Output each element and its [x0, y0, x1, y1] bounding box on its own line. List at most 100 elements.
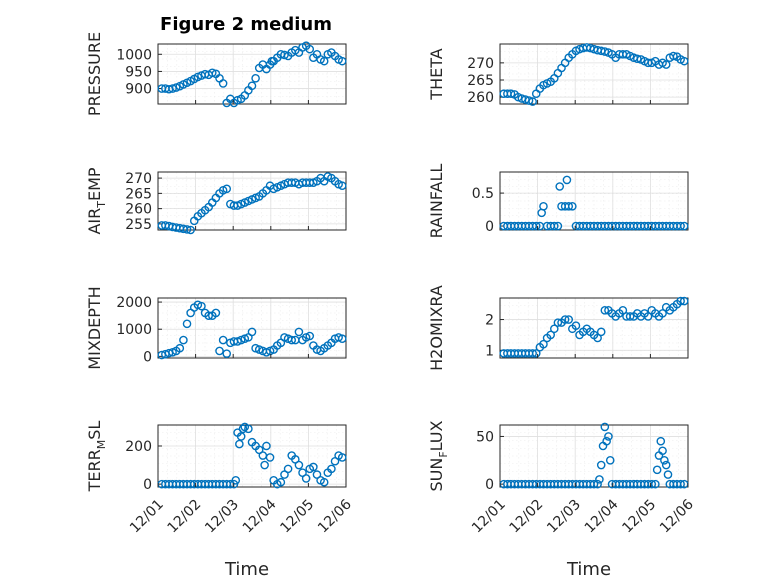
y-axis-label: TERRMSL [85, 421, 108, 493]
data-point [179, 335, 188, 345]
data-point [643, 312, 653, 321]
y-axis-label: H2OMIXRA [427, 285, 446, 371]
data-point [262, 441, 271, 451]
y-tick-label: 900 [125, 82, 152, 98]
data-point [658, 309, 667, 318]
data-point [236, 432, 246, 441]
y-tick-label: 200 [125, 439, 152, 455]
data-point [663, 470, 673, 479]
data-point [301, 474, 311, 483]
data-point [600, 306, 610, 315]
y-tick-label: 265 [125, 186, 152, 202]
y-tick-label: 270 [125, 171, 152, 187]
data-point [260, 460, 269, 470]
y-tick-label: 270 [467, 56, 494, 72]
data-point [549, 221, 559, 231]
data-point [676, 296, 685, 306]
data-point [593, 333, 602, 343]
y-tick-label: 0 [143, 477, 152, 493]
data-point [528, 349, 537, 358]
data-point [633, 54, 642, 64]
data-point [305, 331, 315, 341]
data-point [182, 225, 192, 234]
y-axis-label: PRESSURE [85, 32, 104, 116]
y-axis-label: AIRTEMP [85, 167, 108, 234]
data-point [651, 479, 660, 489]
data-point [596, 460, 606, 470]
data-point [222, 349, 232, 358]
data-point [555, 182, 565, 191]
data-point [553, 221, 563, 231]
data-point [560, 315, 570, 324]
data-point [546, 330, 555, 340]
data-point [647, 479, 657, 489]
y-tick-label: 265 [467, 73, 494, 89]
data-point [549, 324, 559, 334]
y-axis-label: THETA [427, 48, 446, 100]
data-point [337, 453, 347, 462]
data-point [238, 424, 248, 434]
figure-title: Figure 2 medium [160, 14, 332, 35]
data-point [593, 479, 602, 489]
data-point [600, 47, 610, 56]
data-point [625, 312, 635, 321]
data-point [539, 201, 548, 211]
data-point [211, 308, 221, 318]
data-point [605, 455, 615, 465]
data-point [679, 296, 689, 306]
data-point [562, 175, 572, 185]
data-point [247, 81, 257, 91]
axes-border [157, 297, 347, 359]
data-point [276, 477, 286, 487]
data-point [337, 334, 347, 344]
y-tick-label: 50 [476, 429, 494, 445]
y-tick-label: 260 [125, 202, 152, 218]
data-point [294, 327, 304, 337]
data-point [602, 436, 611, 446]
y-tick-label: 2000 [116, 295, 152, 311]
x-axis-label: Time [224, 559, 269, 580]
y-tick-label: 0.5 [472, 186, 494, 202]
data-point [283, 464, 293, 474]
y-tick-label: 0 [143, 349, 152, 365]
x-axis-label: Time [566, 559, 611, 580]
axes-border [499, 424, 689, 488]
data-point [309, 462, 318, 472]
data-point [506, 89, 516, 99]
data-point [658, 446, 667, 456]
y-tick-label: 1000 [116, 322, 152, 338]
y-axis-label: MIXDEPTH [85, 286, 104, 369]
data-point [539, 339, 548, 349]
data-point [564, 201, 574, 211]
data-point [294, 460, 304, 470]
data-point [531, 221, 541, 231]
data-point [247, 327, 257, 337]
axes-border [499, 43, 689, 105]
data-point [218, 335, 228, 345]
data-point [604, 432, 613, 441]
data-point [280, 50, 289, 60]
data-point [287, 335, 297, 345]
data-point [207, 68, 217, 78]
data-point [337, 181, 347, 191]
data-point [679, 56, 689, 66]
subplot-6: 1 2 H2OMIXRA [427, 285, 689, 371]
data-point [215, 346, 224, 356]
y-tick-label: 1 [485, 343, 494, 359]
data-point [305, 44, 315, 54]
data-point [679, 221, 689, 231]
subplot-4: 0 0.5 RAINFALL [427, 164, 689, 238]
data-point [596, 327, 606, 337]
y-tick-label: 1000 [116, 47, 152, 63]
data-point [197, 301, 206, 311]
data-point [589, 479, 599, 489]
y-axis-label: SUNFLUX [427, 420, 450, 491]
axes-border [157, 43, 347, 105]
data-point [186, 225, 195, 235]
data-point [235, 439, 244, 449]
data-point [337, 56, 347, 66]
y-tick-label: 950 [125, 64, 152, 80]
